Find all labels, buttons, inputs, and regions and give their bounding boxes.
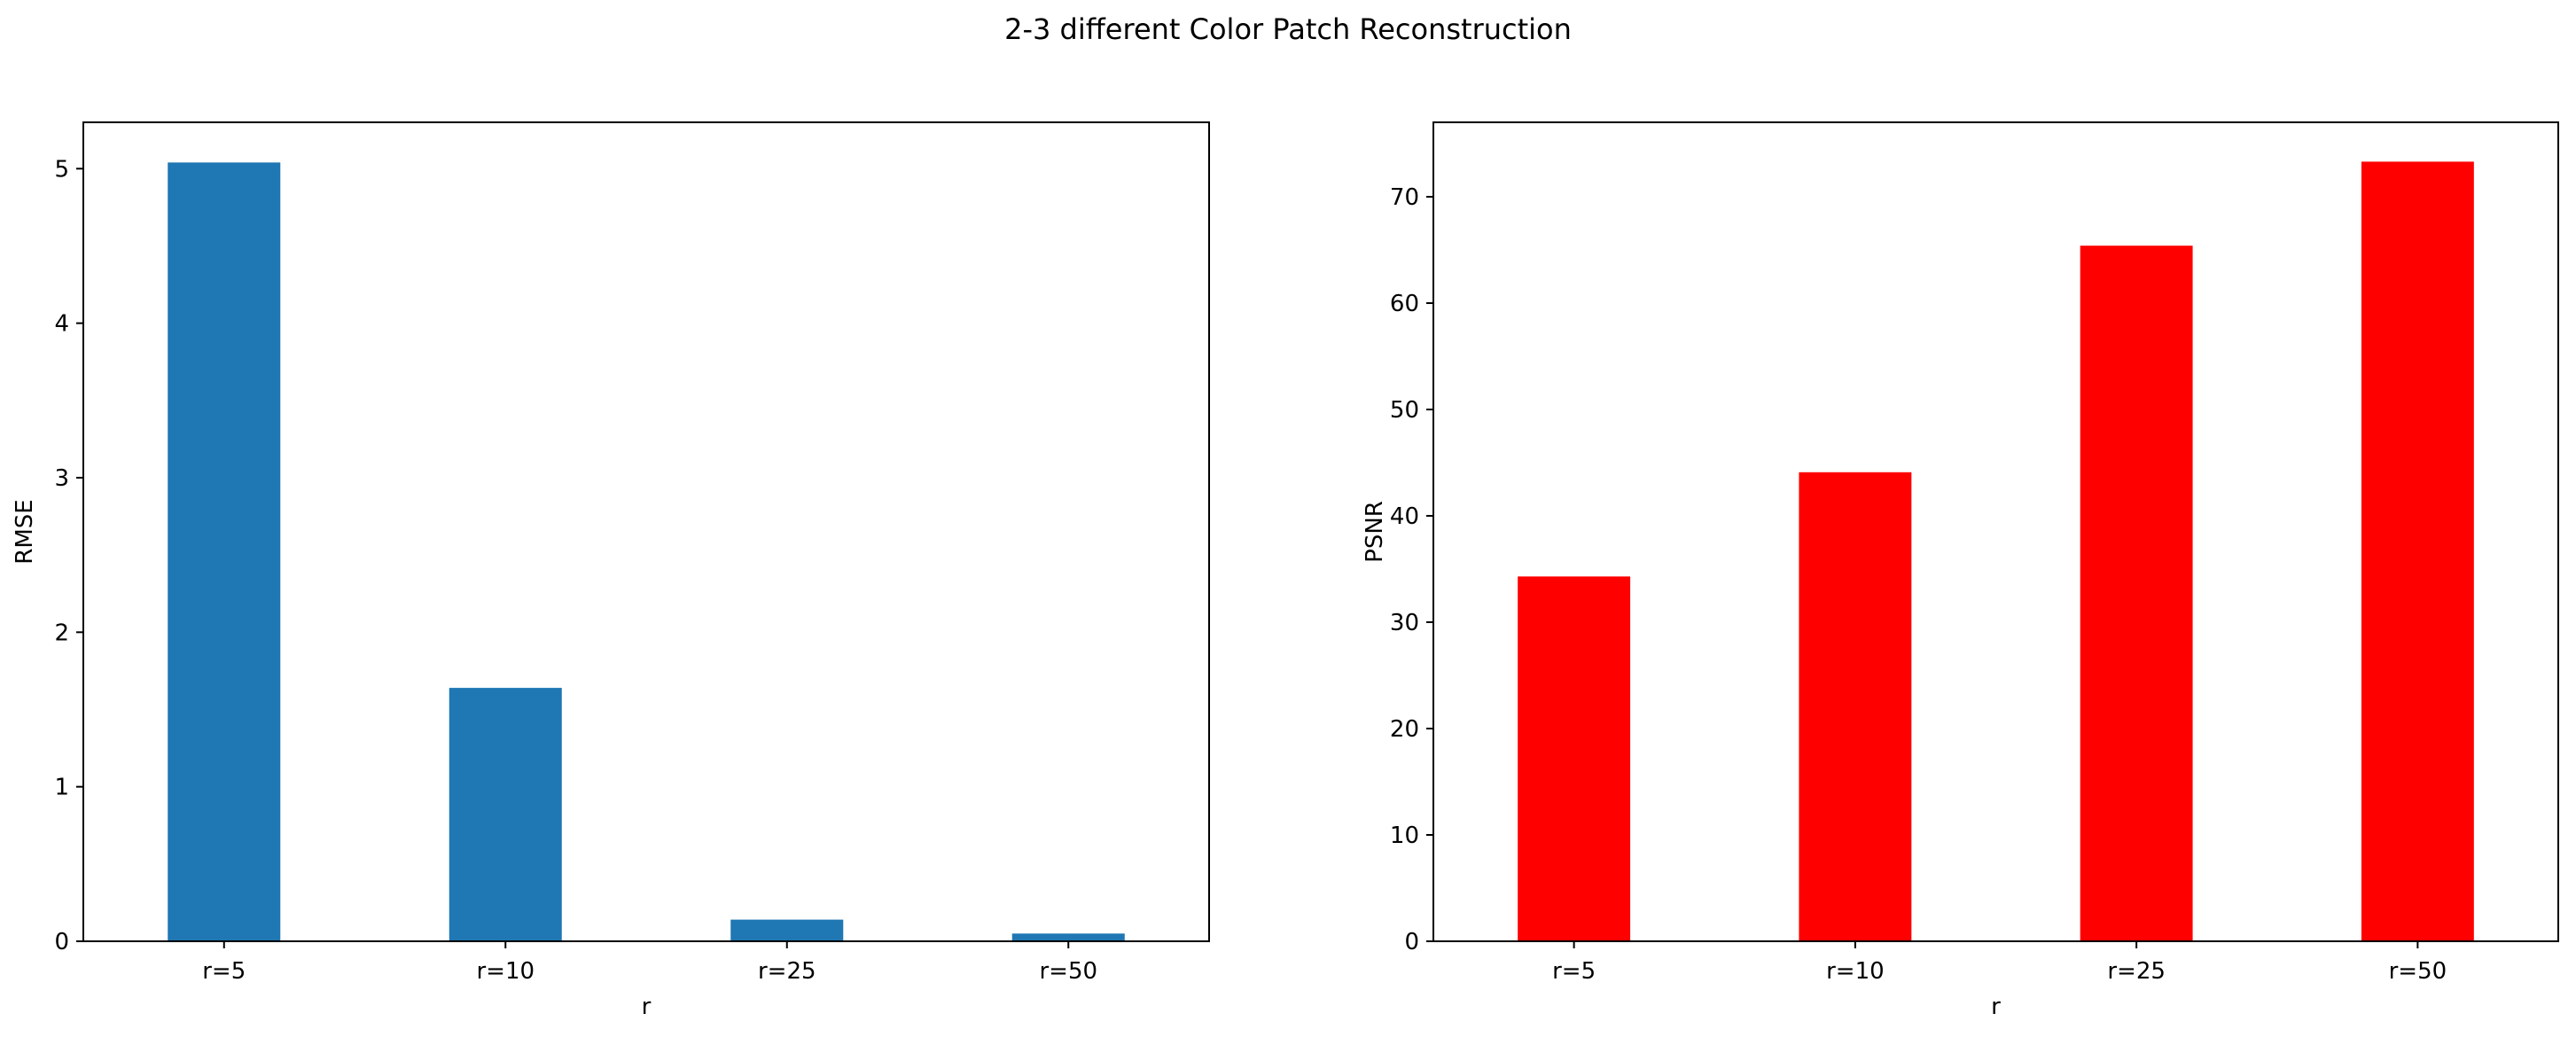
psnr-ytick-label-4: 40	[1390, 503, 1419, 530]
rmse-ytick-label-3: 3	[54, 465, 69, 492]
psnr-bar-3	[2080, 246, 2193, 941]
psnr-bar-2	[1799, 472, 1912, 941]
rmse-ytick-label-4: 4	[54, 311, 69, 338]
rmse-bar-4	[1011, 933, 1125, 941]
psnr-chart: 0 10 20 30 40 50 60 70 r=5 r=10 r=25 r=50 r PSNR	[1362, 121, 2559, 1020]
rmse-ytick-label-2: 2	[54, 620, 69, 646]
psnr-xlabel: r	[1991, 994, 2001, 1020]
figure-title: 2-3 different Color Patch Reconstruction	[1004, 12, 1572, 46]
rmse-ytick-label-0: 0	[54, 929, 69, 955]
psnr-xtick-label-2: r=25	[2107, 958, 2166, 985]
psnr-xtick-label-1: r=10	[1826, 958, 1885, 985]
rmse-ytick-label-1: 1	[54, 775, 69, 801]
rmse-bar-3	[730, 919, 844, 941]
psnr-xtick-label-0: r=5	[1552, 958, 1596, 985]
psnr-ytick-label-1: 10	[1390, 823, 1419, 849]
rmse-ytick-label-5: 5	[54, 156, 69, 183]
psnr-ytick-label-7: 70	[1390, 184, 1419, 211]
rmse-bar-2	[449, 688, 562, 941]
psnr-xtick-label-3: r=50	[2389, 958, 2447, 985]
psnr-bar-1	[1518, 576, 1631, 941]
psnr-ylabel: PSNR	[1362, 501, 1388, 563]
rmse-xtick-label-1: r=10	[476, 958, 535, 985]
rmse-xtick-label-0: r=5	[202, 958, 246, 985]
rmse-xtick-label-2: r=25	[758, 958, 816, 985]
rmse-xlabel: r	[642, 994, 652, 1020]
rmse-xtick-label-3: r=50	[1039, 958, 1097, 985]
psnr-ytick-label-0: 0	[1404, 929, 1419, 955]
psnr-ytick-label-6: 60	[1390, 291, 1419, 317]
psnr-ytick-label-5: 50	[1390, 397, 1419, 424]
rmse-axes-frame	[82, 121, 1210, 942]
rmse-chart: 0 1 2 3 4 5 r=5 r=10 r=25 r=50 r RMSE	[12, 121, 1210, 1020]
psnr-axes-frame	[1432, 121, 2559, 942]
rmse-bar-1	[168, 162, 281, 941]
psnr-ytick-label-3: 30	[1390, 610, 1419, 636]
psnr-bar-4	[2361, 161, 2474, 941]
rmse-ylabel: RMSE	[12, 499, 38, 564]
psnr-ytick-label-2: 20	[1390, 716, 1419, 743]
